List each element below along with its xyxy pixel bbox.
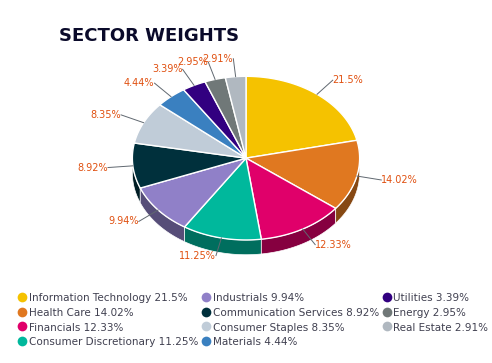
Text: 8.35%: 8.35% <box>91 110 121 120</box>
Polygon shape <box>246 76 357 158</box>
Polygon shape <box>184 82 246 158</box>
Text: 3.39%: 3.39% <box>152 64 183 74</box>
Polygon shape <box>225 76 246 158</box>
Polygon shape <box>134 105 246 158</box>
Polygon shape <box>205 78 246 158</box>
Text: 8.92%: 8.92% <box>77 163 108 172</box>
Polygon shape <box>246 140 360 208</box>
Text: 12.33%: 12.33% <box>315 240 352 250</box>
Polygon shape <box>160 90 246 158</box>
Polygon shape <box>261 208 336 254</box>
Polygon shape <box>132 143 140 203</box>
Text: SECTOR WEIGHTS: SECTOR WEIGHTS <box>59 28 239 45</box>
Text: 21.5%: 21.5% <box>333 75 364 85</box>
Text: 9.94%: 9.94% <box>108 216 139 227</box>
Text: 2.95%: 2.95% <box>178 57 208 67</box>
Text: 11.25%: 11.25% <box>179 250 216 261</box>
Polygon shape <box>132 143 246 188</box>
Polygon shape <box>140 158 246 227</box>
Text: 14.02%: 14.02% <box>381 175 418 185</box>
Polygon shape <box>140 188 184 242</box>
Polygon shape <box>184 158 261 240</box>
Legend: Information Technology 21.5%, Health Care 14.02%, Financials 12.33%, Consumer Di: Information Technology 21.5%, Health Car… <box>15 288 492 352</box>
Polygon shape <box>336 140 360 223</box>
Text: 4.44%: 4.44% <box>124 78 154 88</box>
Polygon shape <box>184 227 261 255</box>
Text: 2.91%: 2.91% <box>203 54 233 64</box>
Polygon shape <box>246 158 336 239</box>
